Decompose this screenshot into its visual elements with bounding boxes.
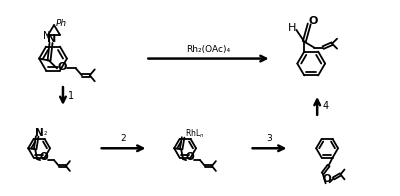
Text: O: O xyxy=(57,63,67,73)
Text: N: N xyxy=(43,31,51,41)
Text: Rh₂(OAc)₄: Rh₂(OAc)₄ xyxy=(186,45,230,54)
Text: 2: 2 xyxy=(121,134,126,143)
Text: $_2$: $_2$ xyxy=(42,129,48,138)
Text: 4: 4 xyxy=(322,101,328,111)
Text: O: O xyxy=(40,152,48,162)
Text: O: O xyxy=(186,152,194,162)
Text: Ph: Ph xyxy=(56,19,66,28)
Text: O: O xyxy=(308,16,318,26)
Text: O: O xyxy=(322,174,331,184)
Text: N: N xyxy=(35,128,44,138)
Text: 3: 3 xyxy=(267,134,272,143)
Text: N: N xyxy=(48,34,57,44)
Text: H: H xyxy=(288,23,296,33)
Text: RhL$_n$: RhL$_n$ xyxy=(185,127,205,140)
Text: 1: 1 xyxy=(68,91,74,101)
